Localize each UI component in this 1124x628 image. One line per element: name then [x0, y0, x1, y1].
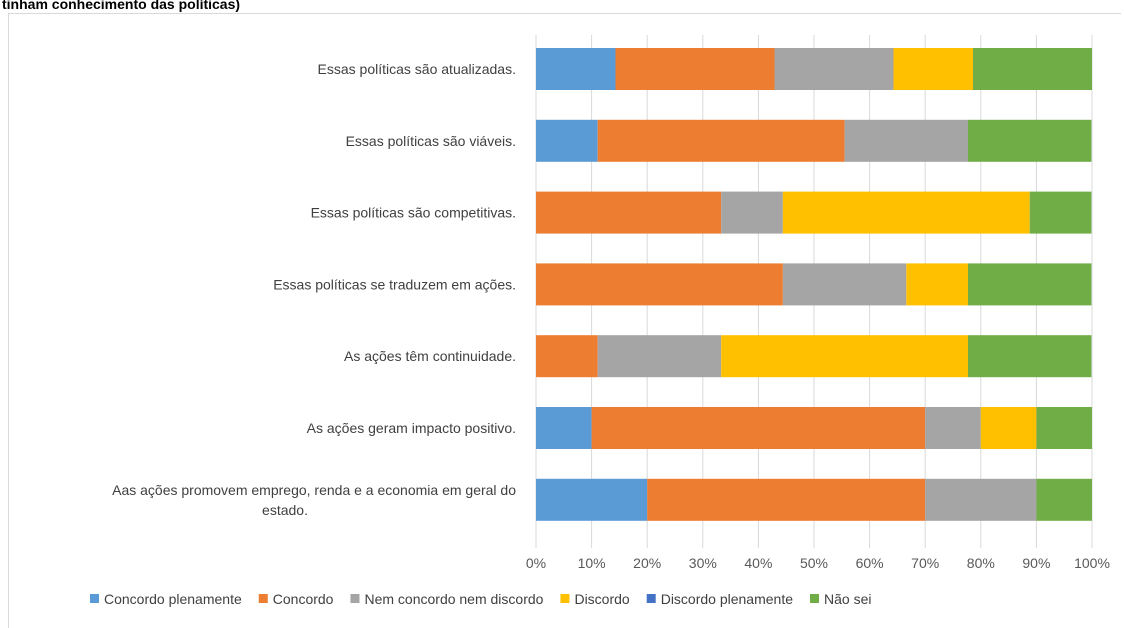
- category-label-line: Aas ações promovem emprego, renda e a ec…: [112, 482, 516, 498]
- legend-item: Concordo plenamente: [90, 591, 242, 607]
- legend-label: Discordo: [574, 591, 629, 607]
- bar-segment: [536, 48, 616, 90]
- legend-item: Nem concordo nem discordo: [350, 591, 544, 607]
- category-label-line: As ações têm continuidade.: [344, 348, 516, 364]
- legend-label: Não sei: [824, 591, 871, 607]
- bar-segment: [1036, 407, 1092, 449]
- legend-item: Não sei: [810, 591, 871, 607]
- legend-item: Discordo plenamente: [646, 591, 794, 607]
- legend-label: Concordo plenamente: [104, 591, 242, 607]
- bar-segment: [968, 263, 1092, 306]
- bar-segment: [647, 478, 926, 521]
- category-label-line: Essas políticas se traduzem em ações.: [273, 276, 516, 292]
- x-tick-label: 90%: [1022, 555, 1050, 571]
- bar-segment: [536, 119, 598, 162]
- bars: [536, 48, 1092, 521]
- legend-swatch: [350, 594, 360, 603]
- bar-segment: [1036, 478, 1092, 521]
- legend-label: Discordo plenamente: [661, 591, 794, 607]
- legend-item: Discordo: [560, 591, 630, 607]
- x-tick-label: 10%: [578, 555, 606, 571]
- category-label: As ações têm continuidade.: [344, 348, 516, 364]
- bar-segment: [721, 335, 969, 378]
- legend-swatch: [258, 594, 268, 603]
- legend-swatch: [646, 594, 656, 603]
- bar-segment: [536, 478, 648, 521]
- bar-segment: [968, 335, 1092, 378]
- category-label: Essas políticas se traduzem em ações.: [273, 276, 516, 292]
- bar-segment: [844, 119, 969, 162]
- x-tick-label: 20%: [633, 555, 661, 571]
- bar-segment: [906, 263, 969, 306]
- x-tick-label: 70%: [911, 555, 939, 571]
- category-label-line: Essas políticas são viáveis.: [346, 133, 516, 149]
- legend-item: Concordo: [258, 591, 334, 607]
- bar-segment: [591, 407, 926, 449]
- x-tick-labels: 0% 10% 20% 30% 40% 50% 60% 70% 80% 90% 100%: [526, 555, 1110, 571]
- category-label-line: Essas políticas são competitivas.: [311, 205, 516, 221]
- category-label-line: estado.: [262, 502, 308, 518]
- bar-segment: [968, 119, 1092, 162]
- bar-segment: [774, 48, 894, 90]
- bar-segment: [721, 191, 783, 234]
- bar-segment: [597, 335, 722, 378]
- category-label: Essas políticas são competitivas.: [311, 205, 516, 221]
- legend-label: Concordo: [273, 591, 334, 607]
- bar-segment: [536, 191, 722, 234]
- legend-swatch: [810, 594, 819, 603]
- bar-segment: [536, 335, 598, 378]
- bar-segment: [615, 48, 775, 90]
- legend: Concordo plenamente Concordo Nem concordo …: [90, 591, 871, 607]
- category-label: As ações geram impacto positivo.: [307, 420, 516, 436]
- x-tick-label: 100%: [1074, 555, 1110, 571]
- category-labels: Essas políticas são atualizadas. Essas po…: [112, 61, 516, 518]
- legend-swatch: [560, 594, 570, 603]
- bar-segment: [925, 478, 1037, 521]
- x-tick-label: 60%: [856, 555, 884, 571]
- bar-segment: [980, 407, 1037, 449]
- bar-segment: [893, 48, 974, 90]
- x-tick-label: 80%: [967, 555, 995, 571]
- x-tick-label: 40%: [744, 555, 772, 571]
- category-label-line: Essas políticas são atualizadas.: [318, 61, 516, 77]
- chart-title: tinham conhecimento das políticas): [2, 0, 241, 12]
- x-tick-label: 30%: [689, 555, 717, 571]
- legend-swatch: [90, 594, 99, 603]
- chart-frame: [8, 13, 1121, 628]
- bar-segment: [782, 263, 907, 306]
- x-tick-label: 0%: [526, 555, 546, 571]
- bar-segment: [782, 191, 1030, 234]
- bar-segment: [925, 407, 981, 449]
- category-label: Aas ações promovem emprego, renda e a ec…: [112, 482, 516, 518]
- category-label: Essas políticas são viáveis.: [346, 133, 516, 149]
- category-label-line: As ações geram impacto positivo.: [307, 420, 516, 436]
- bar-segment: [536, 407, 592, 449]
- bar-segment: [536, 263, 783, 306]
- bar-segment: [597, 119, 845, 162]
- bar-segment: [973, 48, 1092, 90]
- legend-label: Nem concordo nem discordo: [364, 591, 543, 607]
- bar-segment: [1029, 191, 1092, 234]
- x-tick-label: 50%: [800, 555, 828, 571]
- category-label: Essas políticas são atualizadas.: [318, 61, 516, 77]
